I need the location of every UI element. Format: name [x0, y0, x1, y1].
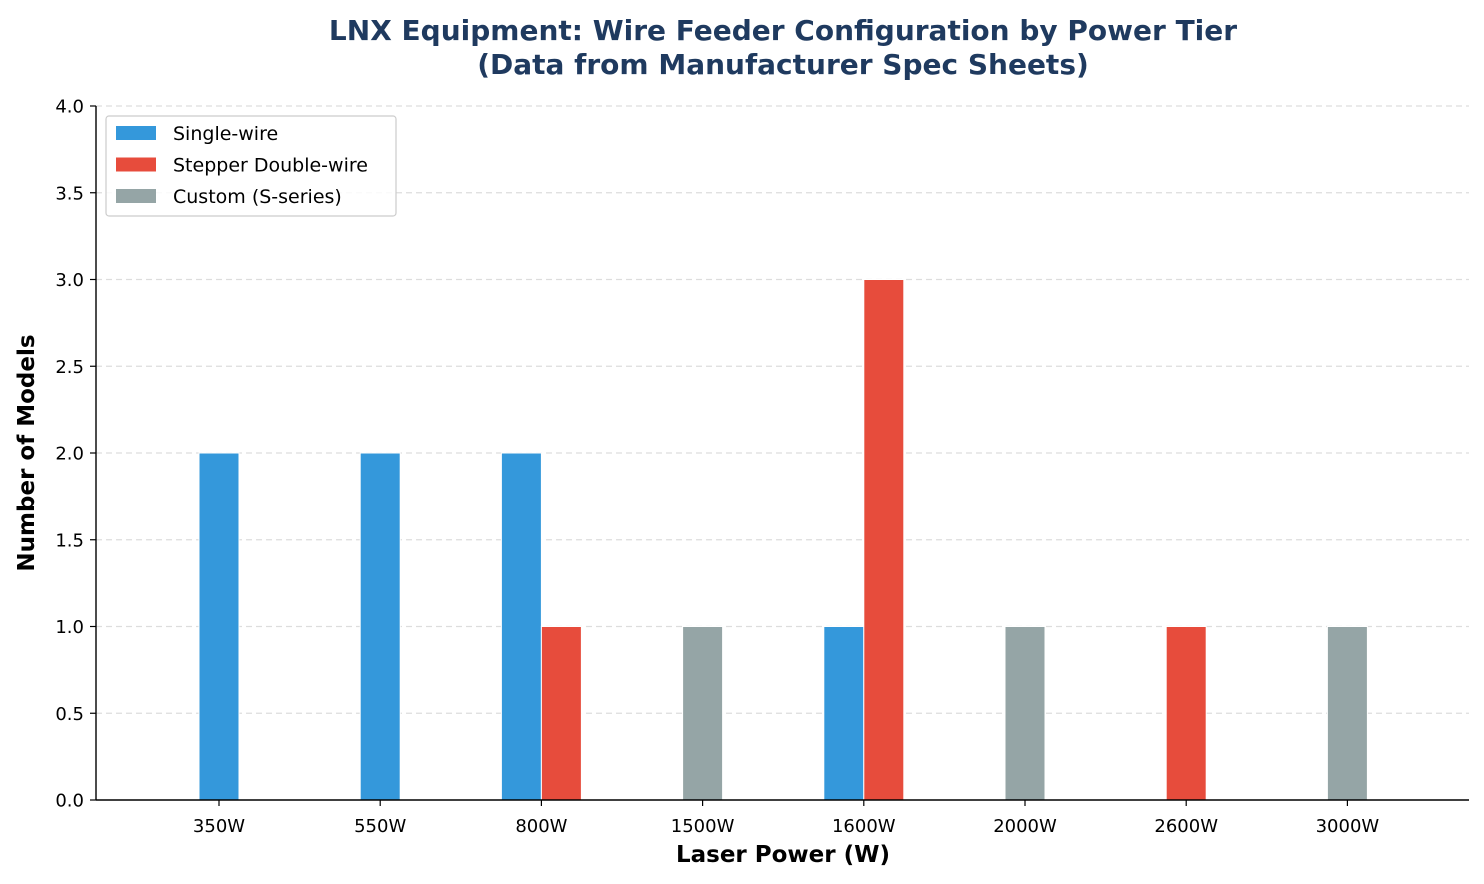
x-tick-label: 1500W [671, 816, 735, 837]
x-tick-label: 3000W [1316, 816, 1380, 837]
legend-frame [105, 115, 397, 217]
y-tick-label: 3.5 [55, 183, 84, 204]
legend-label: Stepper Double-wire [173, 155, 368, 177]
legend-swatch [116, 157, 156, 172]
legend-swatch [116, 189, 156, 203]
x-axis-label: Laser Power (W) [676, 842, 890, 868]
y-tick-label: 0.0 [55, 791, 84, 812]
y-axis-label: Number of Models [14, 334, 40, 571]
y-tick-label: 1.0 [55, 617, 84, 638]
x-tick-label: 1600W [832, 816, 896, 837]
chart-subtitle: (Data from Manufacturer Spec Sheets) [477, 48, 1089, 81]
bar-custom-s-series-2000w [1004, 626, 1046, 801]
bar-single-wire-550w [359, 452, 401, 801]
grid-lines [96, 105, 1469, 714]
y-tick-label: 4.0 [55, 97, 84, 118]
x-tick-label: 550W [354, 816, 406, 837]
bar-single-wire-350w [198, 452, 240, 801]
x-tick-label: 2600W [1154, 816, 1218, 837]
bar-stepper-double-wire-2600w [1165, 626, 1207, 801]
x-axis-ticks: 350W 550W 800W 1500W 1600W 2000W 2600W 3000W [193, 800, 1379, 837]
bar-stepper-double-wire-1600w [863, 279, 905, 801]
y-tick-label: 3.0 [55, 270, 84, 291]
y-axis-ticks: 0.0 0.5 1.0 1.5 2.0 2.5 3.0 3.5 4.0 [55, 97, 96, 812]
bar-single-wire-800w [500, 452, 542, 801]
bar-single-wire-1600w [823, 626, 865, 801]
legend-label: Single-wire [173, 123, 278, 145]
x-tick-label: 800W [515, 816, 567, 837]
y-tick-label: 1.5 [55, 530, 84, 551]
legend-label: Custom (S-series) [173, 186, 342, 208]
legend: Single-wire Stepper Double-wire Custom (S-… [105, 115, 397, 217]
y-tick-label: 2.5 [55, 357, 84, 378]
bar-custom-s-series-1500w [682, 626, 724, 801]
bars [198, 279, 1368, 801]
y-tick-label: 2.0 [55, 444, 84, 465]
x-tick-label: 2000W [993, 816, 1057, 837]
bar-stepper-double-wire-800w [540, 626, 582, 801]
bar-custom-s-series-3000w [1326, 626, 1368, 801]
legend-swatch [116, 126, 156, 140]
x-tick-label: 350W [193, 816, 245, 837]
y-tick-label: 0.5 [55, 704, 84, 725]
chart-title: LNX Equipment: Wire Feeder Configuration… [329, 14, 1237, 47]
